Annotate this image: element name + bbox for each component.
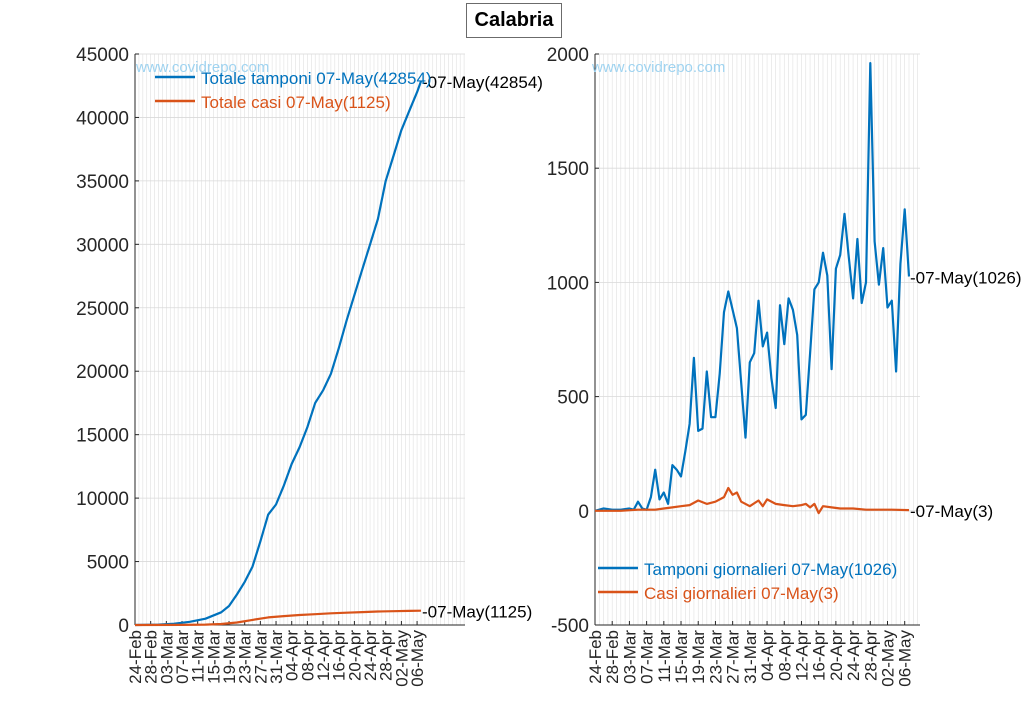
series-end-label: -07-May(3) bbox=[910, 502, 993, 521]
y-tick-label: 5000 bbox=[87, 553, 129, 574]
x-tick-label: 15-Mar bbox=[204, 630, 223, 684]
legend-entry: Casi giornalieri 07-May(3) bbox=[644, 584, 839, 603]
x-tick-label: 24-Feb bbox=[126, 630, 145, 684]
x-tick-label: 04-Apr bbox=[283, 630, 302, 681]
x-tick-label: 04-Apr bbox=[758, 630, 777, 681]
x-tick-label: 28-Feb bbox=[142, 630, 161, 684]
page-title: Calabria bbox=[466, 3, 562, 38]
x-tick-label: 16-Apr bbox=[330, 630, 349, 681]
x-tick-label: 20-Apr bbox=[345, 630, 364, 681]
x-tick-label: 20-Apr bbox=[827, 630, 846, 681]
y-tick-label: 40000 bbox=[76, 108, 129, 129]
x-tick-label: 06-May bbox=[408, 630, 427, 687]
x-tick-label: 02-May bbox=[878, 630, 897, 687]
x-tick-label: 11-Mar bbox=[189, 630, 208, 683]
series-end-label: -07-May(1026) bbox=[910, 268, 1022, 287]
y-tick-label: 20000 bbox=[76, 362, 129, 383]
x-tick-label: 19-Mar bbox=[689, 630, 708, 684]
x-tick-label: 31-Mar bbox=[267, 630, 286, 684]
x-tick-label: 16-Apr bbox=[810, 630, 829, 681]
x-tick-label: 02-May bbox=[392, 630, 411, 687]
x-tick-label: 07-Mar bbox=[173, 630, 192, 684]
watermark-text: www.covidrepo.com bbox=[591, 59, 725, 76]
y-tick-label: 1000 bbox=[547, 273, 589, 294]
chart-panel-cumulative: 0 5000 10000 15000 20000 25000 30000 35000 40000… bbox=[76, 45, 543, 687]
y-tick-label: 1500 bbox=[547, 159, 589, 180]
y-tick-label: 15000 bbox=[76, 426, 129, 447]
x-tick-label: 27-Mar bbox=[724, 630, 743, 684]
y-tick-label: -500 bbox=[551, 616, 589, 637]
series-line-0 bbox=[134, 80, 423, 627]
y-tick-label: 0 bbox=[118, 616, 129, 637]
x-tick-label: 19-Mar bbox=[220, 630, 239, 684]
x-tick-label: 23-Mar bbox=[706, 630, 725, 684]
chart-panel-daily: -500 0 500 1000 1500 2000 24-Feb28-Feb03-Mar07… bbox=[547, 45, 1022, 687]
plot-area bbox=[135, 54, 465, 625]
x-tick-label: 31-Mar bbox=[741, 630, 760, 684]
series-end-label: -07-May(42854) bbox=[422, 73, 543, 92]
x-tick-label: 06-May bbox=[896, 630, 915, 687]
x-tick-label: 12-Apr bbox=[314, 630, 333, 681]
legend-entry: Totale tamponi 07-May(42854) bbox=[201, 69, 432, 88]
watermark-text: www.covidrepo.com bbox=[135, 59, 269, 76]
y-tick-label: 25000 bbox=[76, 299, 129, 320]
series-line-1 bbox=[134, 609, 422, 627]
x-tick-label: 28-Feb bbox=[603, 630, 622, 684]
x-tick-label: 28-Apr bbox=[861, 630, 880, 681]
x-tick-label: 03-Mar bbox=[620, 630, 639, 684]
x-tick-label: 08-Apr bbox=[775, 630, 794, 681]
series-line-0 bbox=[594, 61, 911, 512]
series-line-1 bbox=[595, 486, 910, 515]
y-tick-label: 0 bbox=[578, 502, 589, 523]
x-tick-label: 03-Mar bbox=[157, 630, 176, 684]
y-tick-label: 2000 bbox=[547, 45, 589, 66]
legend-entry: Tamponi giornalieri 07-May(1026) bbox=[644, 560, 897, 579]
x-tick-label: 11-Mar bbox=[655, 630, 674, 683]
x-tick-label: 24-Apr bbox=[844, 630, 863, 681]
x-tick-label: 28-Apr bbox=[377, 630, 396, 681]
x-tick-label: 24-Feb bbox=[586, 630, 605, 684]
y-tick-label: 45000 bbox=[76, 45, 129, 66]
x-tick-label: 27-Mar bbox=[251, 630, 270, 684]
x-tick-label: 23-Mar bbox=[236, 630, 255, 684]
x-tick-label: 12-Apr bbox=[792, 630, 811, 681]
x-tick-label: 08-Apr bbox=[298, 630, 317, 681]
x-tick-label: 07-Mar bbox=[638, 630, 657, 684]
legend-entry: Totale casi 07-May(1125) bbox=[201, 93, 391, 112]
y-tick-label: 35000 bbox=[76, 172, 129, 193]
y-tick-label: 30000 bbox=[76, 235, 129, 256]
series-end-label: -07-May(1125) bbox=[422, 603, 532, 622]
x-tick-label: 15-Mar bbox=[672, 630, 691, 684]
x-tick-label: 24-Apr bbox=[361, 630, 380, 681]
y-tick-label: 500 bbox=[557, 388, 589, 409]
y-tick-label: 10000 bbox=[76, 489, 129, 510]
